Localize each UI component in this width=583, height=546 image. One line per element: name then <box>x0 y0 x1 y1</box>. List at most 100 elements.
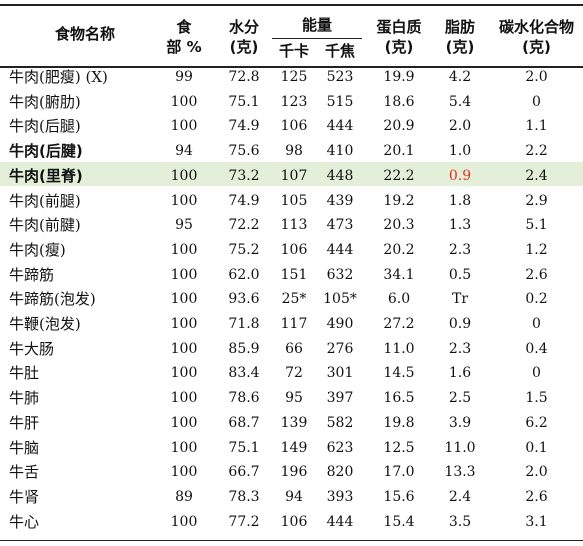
cell-carb: 2.0 <box>525 464 548 481</box>
header-carb-top: 碳水化合物 <box>498 18 574 36</box>
cell-protein: 19.2 <box>383 192 415 209</box>
cell-fat: 11.0 <box>444 439 476 456</box>
header-water-top: 水分 <box>228 18 259 36</box>
cell-kcal: 139 <box>280 414 308 431</box>
cell-carb: 0 <box>532 316 541 332</box>
cell-fat: 3.9 <box>448 414 472 431</box>
cell-edible: 100 <box>170 513 198 530</box>
cell-food-name: 牛肝 <box>9 413 40 432</box>
cell-fat: 1.3 <box>448 217 472 234</box>
cell-edible: 100 <box>170 464 198 481</box>
cell-edible: 95 <box>175 217 193 234</box>
cell-fat: 2.3 <box>448 340 472 357</box>
cell-water: 71.8 <box>228 316 260 332</box>
table-row: 牛肉(腑肋) 100 75.1 123 515 18.6 5.4 0 <box>0 88 583 112</box>
cell-fat: 2.0 <box>448 118 472 135</box>
header-energy: 能量 <box>301 16 332 34</box>
cell-kcal: 117 <box>280 316 308 332</box>
cell-food-name: 牛肉(前腿) <box>9 191 81 210</box>
cell-protein: 20.9 <box>383 118 415 135</box>
cell-water: 77.2 <box>228 513 260 530</box>
cell-edible: 100 <box>170 118 198 135</box>
cell-carb: 2.9 <box>525 192 548 209</box>
cell-protein: 15.6 <box>383 488 415 505</box>
cell-food-name: 牛鞭(泡发) <box>9 315 81 333</box>
cell-water: 78.6 <box>228 390 260 407</box>
cell-protein: 19.8 <box>383 414 415 431</box>
cell-fat: 4.2 <box>448 69 472 85</box>
cell-protein: 20.1 <box>383 143 415 160</box>
table-row: 牛肝 100 68.7 139 582 19.8 3.9 6.2 <box>0 409 583 433</box>
cell-fat: 1.0 <box>448 143 472 160</box>
table-row: 牛肚 100 83.4 72 301 14.5 1.6 0 <box>0 359 583 383</box>
cell-kcal: 107 <box>280 167 308 184</box>
table-row: 牛鞭(泡发) 100 71.8 117 490 27.2 0.9 0 <box>0 310 583 334</box>
cell-kcal: 105 <box>280 192 308 209</box>
cell-protein: 22.2 <box>383 167 415 184</box>
cell-food-name: 牛肉(瘦) <box>9 240 66 259</box>
cell-edible: 100 <box>170 340 198 357</box>
cell-kcal: 106 <box>280 241 308 258</box>
cell-kj: 820 <box>326 464 354 481</box>
cell-fat: 1.8 <box>448 192 472 209</box>
cell-kcal: 94 <box>285 488 303 505</box>
cell-protein: 15.4 <box>383 513 415 530</box>
table-row: 牛肉(前腱) 95 72.2 113 473 20.3 1.3 5.1 <box>0 211 583 235</box>
header-kcal: 千卡 <box>278 42 309 60</box>
cell-protein: 34.1 <box>383 266 415 283</box>
cell-water: 74.9 <box>228 192 260 209</box>
header-water-bottom: (克) <box>229 38 259 56</box>
cell-kcal: 72 <box>285 365 303 382</box>
header-fat-bottom: (克) <box>445 38 475 56</box>
table-row: 牛心 100 77.2 106 444 15.4 3.5 3.1 <box>0 508 583 532</box>
cell-edible: 100 <box>170 192 198 209</box>
cell-protein: 11.0 <box>383 340 415 357</box>
cell-carb: 0.1 <box>525 439 548 456</box>
cell-carb: 1.1 <box>525 118 548 135</box>
cell-water: 83.4 <box>228 365 260 382</box>
cell-kcal: 125 <box>280 69 308 85</box>
cell-food-name: 牛肾 <box>9 487 40 506</box>
header-protein-top: 蛋白质 <box>376 18 422 36</box>
cell-kj: 393 <box>326 488 354 505</box>
cell-water: 75.1 <box>228 439 260 456</box>
cell-carb: 2.0 <box>525 69 548 85</box>
cell-kj: 473 <box>326 217 354 234</box>
table-row: 牛肉(瘦) 100 75.2 106 444 20.2 2.3 1.2 <box>0 236 583 260</box>
cell-protein: 17.0 <box>383 464 415 481</box>
table-row: 牛肉(里脊) 100 73.2 107 448 22.2 0.9 2.4 <box>0 161 583 186</box>
cell-water: 75.1 <box>228 93 260 110</box>
cell-kcal: 106 <box>280 513 308 530</box>
cell-food-name: 牛心 <box>9 512 40 531</box>
table-row: 牛肉(肥瘦) (X) 99 72.8 125 523 19.9 4.2 2.0 <box>0 63 583 87</box>
cell-food-name: 牛肉(前腱) <box>9 216 81 235</box>
table-header: 食物名称 食 部 % 水分 (克) 能量 千卡 千焦 蛋白质 (克) 脂肪 (克… <box>0 6 583 68</box>
cell-kcal: 95 <box>285 390 303 407</box>
cell-protein: 14.5 <box>383 365 415 382</box>
cell-kcal: 98 <box>285 143 303 160</box>
header-bottom-rule <box>0 66 583 68</box>
cell-protein: 18.6 <box>383 93 415 110</box>
cell-water: 75.2 <box>228 241 260 258</box>
energy-sub-rule <box>272 38 362 39</box>
cell-kj: 276 <box>326 340 354 357</box>
cell-edible: 94 <box>175 143 193 160</box>
cell-kj: 444 <box>326 241 354 258</box>
cell-kj: 515 <box>326 93 354 110</box>
cell-edible: 89 <box>175 488 193 505</box>
table-row: 牛肾 89 78.3 94 393 15.6 2.4 2.6 <box>0 483 583 507</box>
cell-fat: 2.5 <box>448 390 472 407</box>
cell-edible: 100 <box>170 93 198 110</box>
cell-water: 62.0 <box>228 266 260 283</box>
cell-carb: 2.6 <box>525 266 548 283</box>
cell-carb: 0.4 <box>525 340 548 357</box>
cell-edible: 100 <box>170 316 198 332</box>
cell-carb: 1.2 <box>525 241 548 258</box>
cell-kj: 448 <box>326 167 354 184</box>
cell-water: 72.8 <box>228 69 260 85</box>
cell-water: 73.2 <box>228 167 260 184</box>
cell-kcal: 25* <box>281 291 307 308</box>
cell-kcal: 66 <box>285 340 303 357</box>
cell-kj: 523 <box>326 69 354 85</box>
cell-carb: 2.6 <box>525 488 548 505</box>
